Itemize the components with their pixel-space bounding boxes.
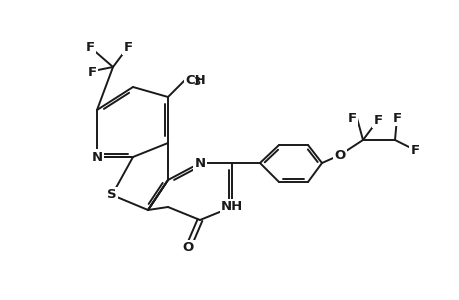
Text: F: F xyxy=(123,40,132,53)
Text: 3: 3 xyxy=(193,77,200,87)
Text: N: N xyxy=(194,157,205,169)
Text: F: F xyxy=(373,113,382,127)
Text: S: S xyxy=(107,188,117,202)
Text: NH: NH xyxy=(220,200,243,214)
Text: F: F xyxy=(347,112,356,124)
Text: O: O xyxy=(334,148,345,161)
Text: F: F xyxy=(85,40,95,53)
Text: O: O xyxy=(182,242,193,254)
Text: F: F xyxy=(88,65,97,79)
Text: F: F xyxy=(392,112,401,124)
Text: F: F xyxy=(409,143,419,157)
Text: CH: CH xyxy=(185,74,205,86)
Text: N: N xyxy=(91,151,102,164)
